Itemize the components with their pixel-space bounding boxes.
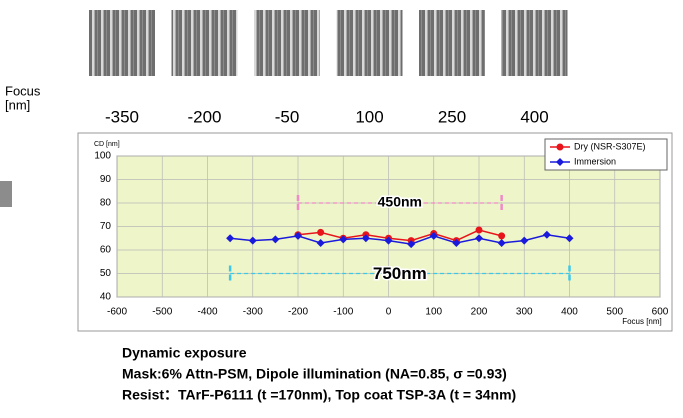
x-tick-label: -300 [243, 307, 263, 318]
x-tick-label: -500 [152, 307, 172, 318]
sem-focus-label: -50 [275, 107, 300, 126]
caption-line: Dynamic exposure [122, 345, 247, 361]
sem-axis-label: Focus [5, 83, 41, 98]
x-tick-label: 600 [652, 307, 669, 318]
y-tick-label: 100 [94, 151, 111, 162]
x-tick-label: 200 [471, 307, 488, 318]
x-tick-label: 300 [516, 307, 533, 318]
x-tick-label: -200 [288, 307, 308, 318]
sem-image [419, 10, 485, 76]
legend-marker [557, 144, 564, 151]
x-tick-label: 100 [425, 307, 442, 318]
x-tick-label: 400 [561, 307, 578, 318]
y-tick-label: 80 [100, 198, 112, 209]
data-point [498, 232, 505, 239]
annotation-text: 750nm [373, 264, 427, 283]
side-block [0, 181, 12, 207]
x-tick-label: -400 [197, 307, 217, 318]
sem-image [172, 10, 238, 76]
x-tick-label: -600 [107, 307, 127, 318]
legend-label: Dry (NSR-S307E) [574, 141, 646, 151]
y-axis-label: CD [nm] [94, 141, 120, 148]
y-tick-label: 50 [100, 268, 112, 279]
legend-label: Immersion [574, 156, 616, 166]
sem-image [502, 10, 568, 76]
sem-image [337, 10, 403, 76]
y-tick-label: 40 [100, 292, 112, 303]
data-point [317, 229, 324, 236]
sem-image [254, 10, 320, 76]
x-tick-label: 500 [606, 307, 623, 318]
annotation-text: 450nm [378, 194, 422, 210]
y-tick-label: 60 [100, 245, 112, 256]
figure: Focus[nm] -350 -200 -50 100 250 400 40 50 60 70 80 9… [0, 0, 683, 418]
sem-image [89, 10, 155, 76]
sem-focus-label: -200 [187, 107, 221, 126]
caption-line: Resist：TArF-P6111 (t =170nm), Top coat T… [122, 387, 516, 403]
data-point [476, 227, 483, 234]
x-axis-label: Focus [nm] [622, 317, 662, 326]
sem-focus-label: 100 [355, 107, 383, 126]
x-tick-label: 0 [386, 307, 392, 318]
y-tick-label: 90 [100, 174, 112, 185]
caption-line: Mask:6% Attn-PSM, Dipole illumination (N… [122, 366, 507, 382]
y-tick-label: 70 [100, 221, 112, 232]
sem-axis-label: [nm] [5, 97, 30, 112]
x-tick-label: -100 [333, 307, 353, 318]
sem-focus-label: 400 [520, 107, 548, 126]
sem-focus-label: 250 [438, 107, 466, 126]
sem-focus-label: -350 [105, 107, 139, 126]
